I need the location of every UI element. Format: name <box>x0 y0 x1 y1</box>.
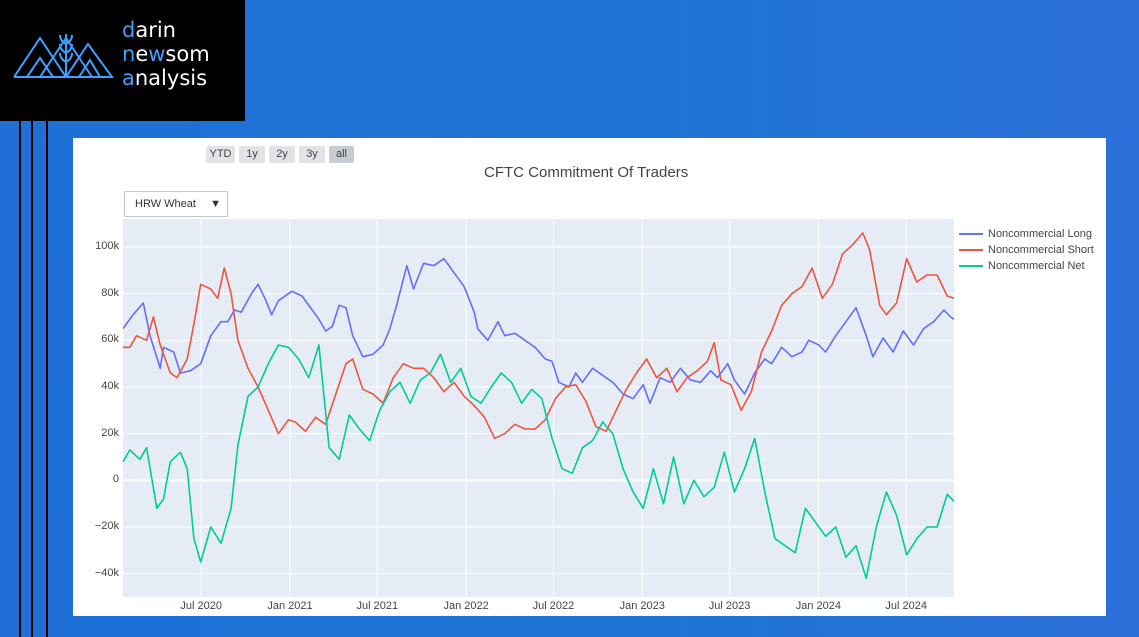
chart-title: CFTC Commitment Of Traders <box>484 164 689 181</box>
y-tick-label: −40k <box>94 566 119 579</box>
y-tick-label: 80k <box>101 286 119 299</box>
range-1y-button[interactable]: 1y <box>239 146 265 163</box>
commodity-dropdown[interactable]: HRW Wheat ▼ <box>124 191 228 217</box>
range-3y-button[interactable]: 3y <box>299 146 325 163</box>
legend-item-long[interactable]: Noncommercial Long <box>957 226 1094 242</box>
legend-swatch <box>959 249 983 251</box>
y-tick-label: 100k <box>95 240 119 252</box>
series-line-2[interactable] <box>122 344 955 580</box>
line-chart[interactable] <box>122 219 1003 614</box>
logo-wordmark: darin newsom analysis <box>122 18 210 90</box>
range-ytd-button[interactable]: YTD <box>206 146 235 163</box>
legend-label: Noncommercial Short <box>988 244 1094 256</box>
decorative-stripe <box>19 121 21 637</box>
x-tick-label: Jul 2022 <box>532 600 575 612</box>
legend-label: Noncommercial Net <box>988 260 1085 272</box>
y-tick-label: −20k <box>94 520 119 532</box>
x-tick-label: Jul 2024 <box>885 600 928 612</box>
range-2y-button[interactable]: 2y <box>269 146 295 163</box>
x-tick-label: Jan 2021 <box>267 600 313 612</box>
decorative-stripe <box>46 121 48 637</box>
y-tick-label: 20k <box>101 426 119 439</box>
x-tick-label: Jul 2020 <box>180 600 222 612</box>
y-tick-label: 0 <box>112 473 119 486</box>
legend: Noncommercial Long Noncommercial Short N… <box>957 226 1094 274</box>
plot-area[interactable] <box>122 219 1003 619</box>
legend-swatch <box>959 265 983 267</box>
x-tick-label: Jan 2024 <box>795 600 842 612</box>
mountain-logo-icon <box>13 34 114 78</box>
series-line-0[interactable] <box>122 257 955 405</box>
legend-label: Noncommercial Long <box>988 228 1092 240</box>
dropdown-caret-icon: ▼ <box>210 198 221 210</box>
x-tick-label: Jan 2023 <box>619 600 665 612</box>
decorative-stripe <box>31 121 33 637</box>
x-tick-label: Jan 2022 <box>443 600 489 612</box>
legend-item-short[interactable]: Noncommercial Short <box>957 242 1094 258</box>
y-tick-label: 40k <box>101 380 119 392</box>
x-tick-label: Jul 2023 <box>708 600 751 612</box>
logo-box: darin newsom analysis <box>0 0 245 121</box>
y-tick-label: 60k <box>101 333 119 346</box>
x-tick-label: Jul 2021 <box>356 600 399 612</box>
legend-swatch <box>959 233 983 235</box>
series-line-1[interactable] <box>123 232 955 440</box>
plot-background <box>123 219 954 597</box>
legend-item-net[interactable]: Noncommercial Net <box>957 258 1094 274</box>
dropdown-selected-value: HRW Wheat <box>135 198 196 210</box>
range-all-button[interactable]: all <box>329 146 354 163</box>
